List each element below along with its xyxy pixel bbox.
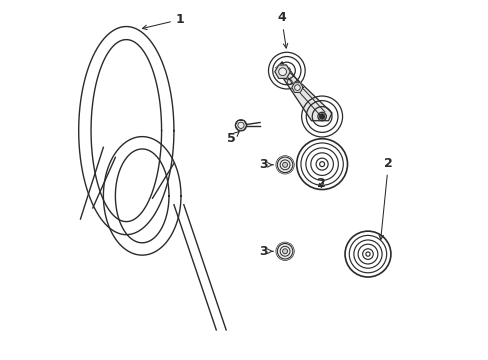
Circle shape	[282, 249, 287, 254]
Circle shape	[278, 68, 286, 76]
Text: 1: 1	[142, 13, 184, 30]
Circle shape	[294, 85, 300, 90]
Polygon shape	[291, 83, 303, 93]
Circle shape	[277, 157, 292, 172]
Polygon shape	[276, 62, 331, 121]
Text: 2: 2	[378, 157, 392, 239]
Circle shape	[235, 120, 246, 131]
Circle shape	[282, 162, 287, 167]
Circle shape	[319, 114, 324, 119]
Circle shape	[277, 243, 292, 259]
Text: 5: 5	[226, 132, 239, 145]
Text: 3: 3	[258, 245, 272, 258]
Text: 2: 2	[316, 177, 325, 190]
Text: 3: 3	[258, 158, 272, 171]
Text: 4: 4	[277, 11, 287, 48]
Polygon shape	[274, 65, 290, 78]
